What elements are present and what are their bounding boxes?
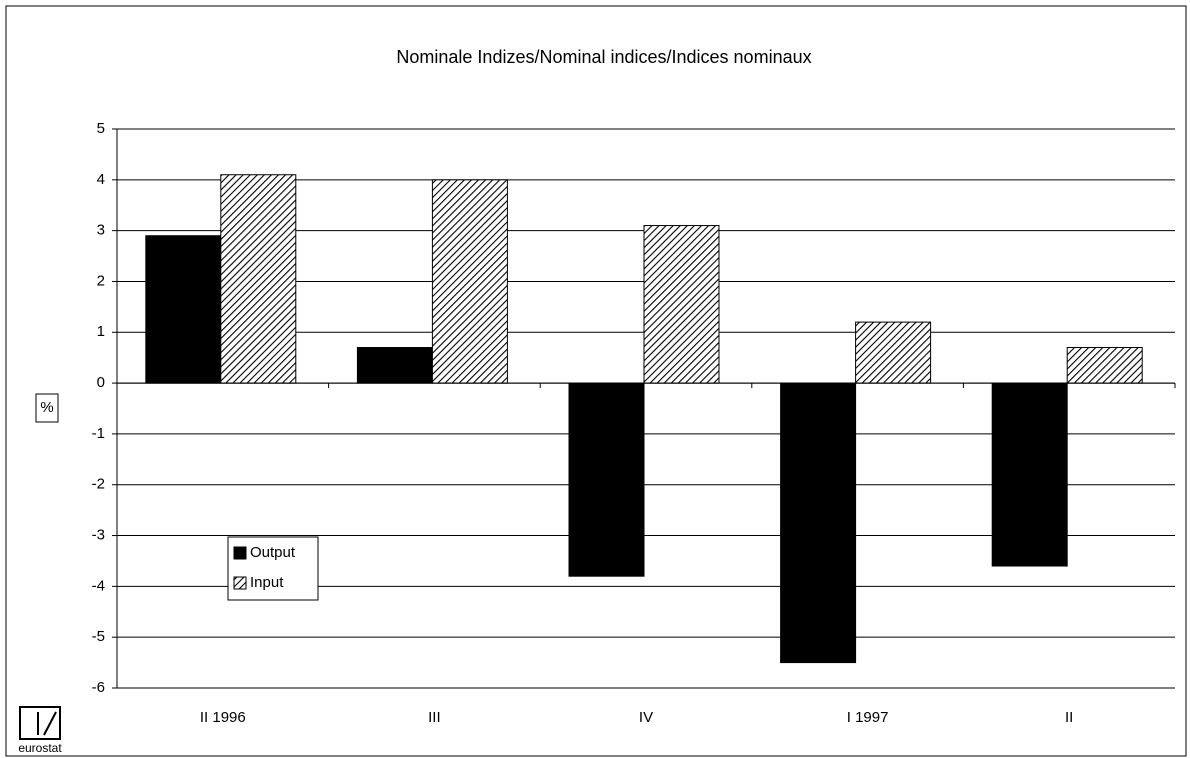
y-tick-label: -1: [92, 425, 105, 442]
y-tick-label: -4: [92, 577, 105, 594]
x-tick-label: II 1996: [200, 709, 246, 726]
logo-text: eurostat: [18, 741, 62, 755]
x-tick-label: I 1997: [847, 709, 889, 726]
y-label-box: [35, 393, 59, 423]
logo: eurostat: [18, 706, 62, 755]
y-label: %: [40, 399, 53, 416]
y-tick-label: 4: [97, 171, 105, 188]
x-tick-label: II: [1065, 709, 1073, 726]
legend-swatch: [233, 546, 247, 560]
bar: [431, 179, 508, 384]
y-tick-label: -2: [92, 476, 105, 493]
bar: [220, 174, 297, 384]
y-tick-label: -5: [92, 628, 105, 645]
x-tick-label: III: [428, 709, 441, 726]
legend-label: Output: [250, 544, 296, 561]
bar: [356, 347, 433, 384]
y-tick-label: 1: [97, 323, 105, 340]
bar: [643, 225, 720, 384]
logo-box: [19, 706, 61, 740]
y-tick-label: -6: [92, 679, 105, 696]
frame: [5, 5, 1187, 757]
bar: [568, 382, 645, 577]
legend-label: Input: [250, 574, 284, 591]
y-tick-label: 3: [97, 222, 105, 239]
bar: [1066, 347, 1143, 384]
y-tick-label: 2: [97, 272, 105, 289]
chart-title: Nominale Indizes/Nominal indices/Indices…: [396, 47, 811, 67]
bar: [855, 321, 932, 384]
bar: [991, 382, 1068, 567]
y-tick-label: -3: [92, 527, 105, 544]
logo-stroke: [43, 711, 57, 736]
bar: [145, 235, 222, 384]
x-tick-label: IV: [639, 709, 653, 726]
y-tick-label: 5: [97, 120, 105, 137]
legend-swatch: [233, 576, 247, 590]
y-tick-label: 0: [97, 374, 105, 391]
bar: [780, 382, 857, 664]
